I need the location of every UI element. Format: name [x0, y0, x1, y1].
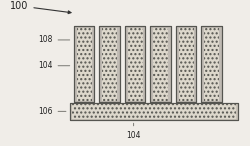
Bar: [125, 26, 145, 102]
Bar: [201, 26, 222, 102]
Bar: [72, 104, 236, 119]
Bar: [70, 103, 237, 120]
Bar: [74, 26, 94, 102]
Bar: [150, 26, 171, 102]
Text: 108: 108: [38, 35, 70, 44]
Bar: [76, 28, 92, 101]
Bar: [176, 26, 196, 102]
Bar: [99, 26, 120, 102]
Bar: [125, 26, 145, 102]
Text: 100: 100: [10, 1, 71, 14]
Bar: [74, 26, 94, 102]
Text: 104: 104: [126, 123, 141, 140]
Bar: [178, 28, 194, 101]
Bar: [102, 28, 117, 101]
Bar: [70, 103, 237, 120]
Bar: [128, 28, 142, 101]
Bar: [201, 26, 222, 102]
Bar: [204, 28, 219, 101]
Bar: [176, 26, 196, 102]
Bar: [153, 28, 168, 101]
Bar: [99, 26, 120, 102]
Text: 106: 106: [38, 107, 66, 116]
Text: 104: 104: [38, 61, 70, 70]
Bar: [150, 26, 171, 102]
